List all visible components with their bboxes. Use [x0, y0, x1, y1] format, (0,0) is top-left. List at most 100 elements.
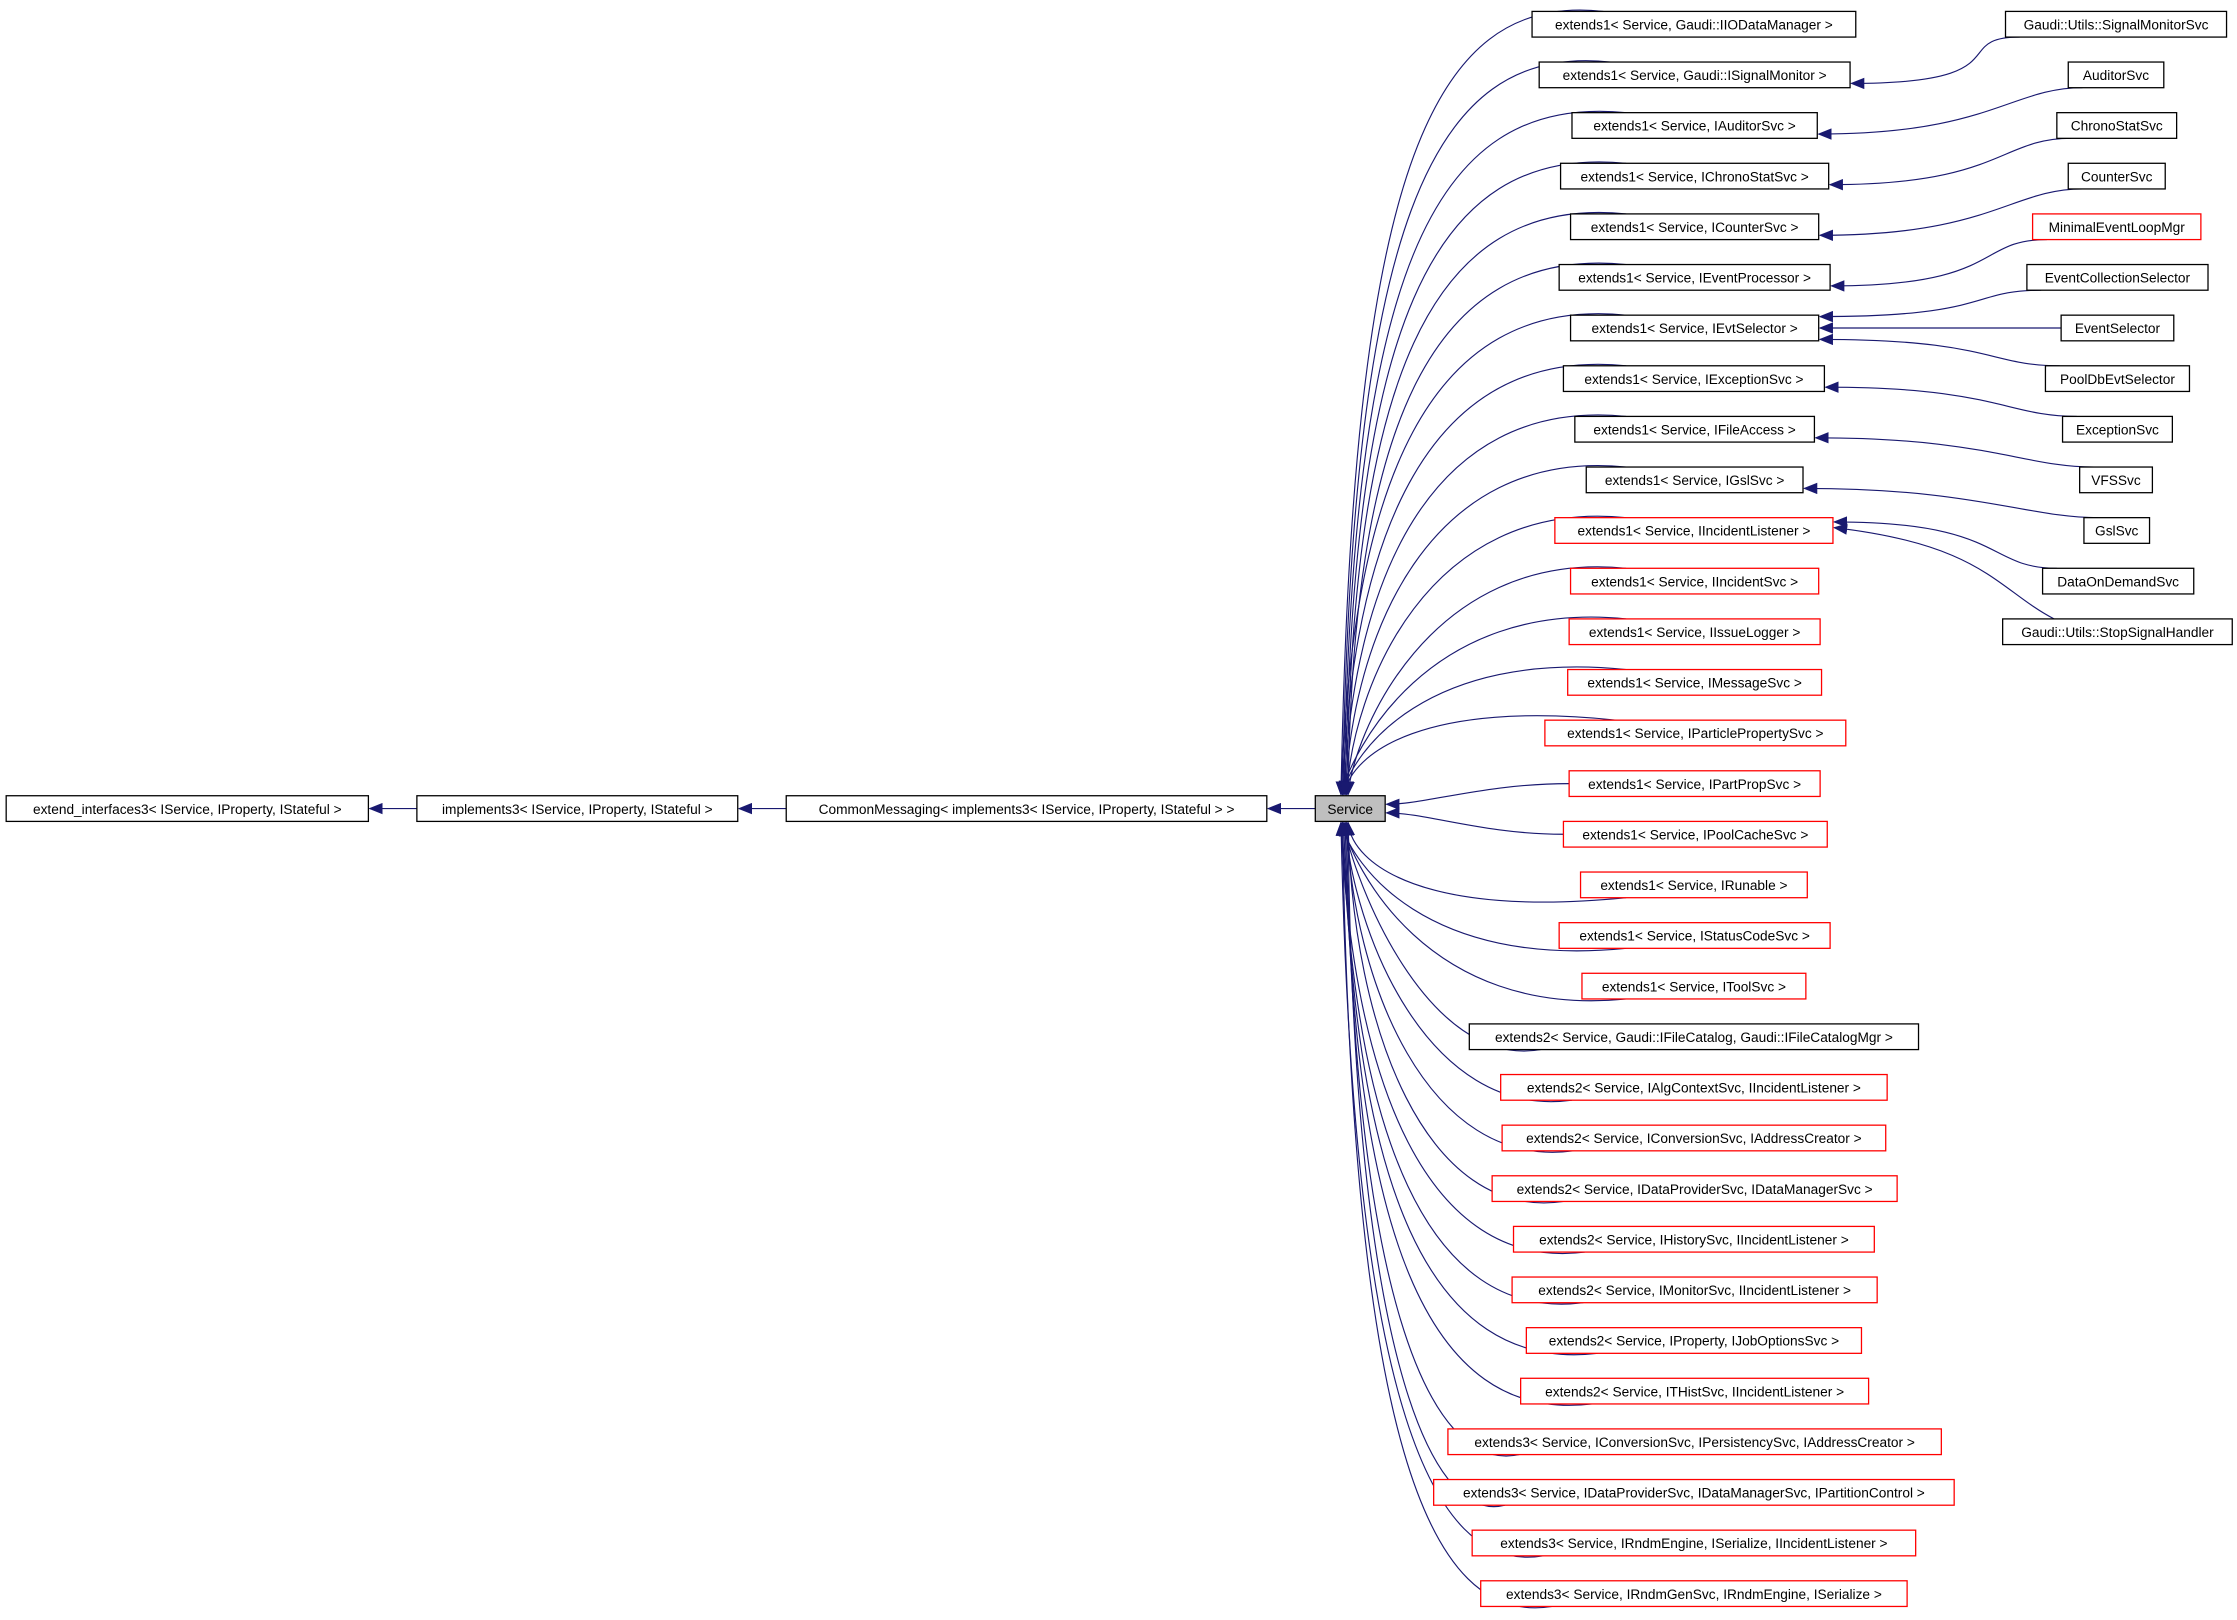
class-node-derived[interactable]: extends3< Service, IRndmGenSvc, IRndmEng… [1480, 1580, 1908, 1608]
node-label: MinimalEventLoopMgr [2049, 220, 2186, 235]
class-node-impl[interactable]: implements3< IService, IProperty, IState… [416, 795, 739, 823]
class-node-derived[interactable]: extends1< Service, IParticlePropertySvc … [1544, 719, 1847, 747]
class-node-derived[interactable]: extends2< Service, IAlgContextSvc, IInci… [1500, 1073, 1888, 1101]
class-node-derived[interactable]: extends2< Service, IConversionSvc, IAddr… [1501, 1124, 1887, 1152]
class-node-common[interactable]: CommonMessaging< implements3< IService, … [785, 795, 1268, 823]
edge-derived-to-service [1339, 666, 1627, 796]
class-node-derived[interactable]: extends2< Service, ITHistSvc, IIncidentL… [1520, 1377, 1870, 1405]
class-node-derived[interactable]: extends1< Service, Gaudi::ISignalMonitor… [1538, 61, 1851, 89]
class-node-derived[interactable]: extends1< Service, IAuditorSvc > [1571, 112, 1818, 139]
edge-derived-to-service [1338, 616, 1627, 796]
class-node-leaf[interactable]: AuditorSvc [2067, 61, 2165, 89]
class-node-derived[interactable]: extends3< Service, IConversionSvc, IPers… [1447, 1428, 1942, 1456]
class-node-leaf[interactable]: EventCollectionSelector [2026, 263, 2209, 291]
node-label: extends1< Service, IExceptionSvc > [1584, 372, 1803, 387]
class-node-derived[interactable]: extends1< Service, IIncidentListener > [1554, 517, 1834, 544]
class-node-derived[interactable]: extends2< Service, Gaudi::IFileCatalog, … [1468, 1023, 1920, 1051]
class-node-derived[interactable]: extends3< Service, IDataProviderSvc, IDa… [1433, 1478, 1955, 1506]
edge-leaf-to-base [1817, 87, 2083, 140]
node-box [1571, 112, 1818, 139]
node-label: Service [1327, 802, 1373, 817]
class-node-derived[interactable]: extends3< Service, IRndmEngine, ISeriali… [1471, 1529, 1917, 1557]
node-box [1585, 466, 1804, 494]
edge-derived-to-service [1340, 821, 1541, 1052]
class-node-derived[interactable]: extends1< Service, IPartPropSvc > [1568, 770, 1821, 798]
class-node-derived[interactable]: extends2< Service, IProperty, IJobOption… [1525, 1327, 1863, 1354]
class-node-extif[interactable]: extend_interfaces3< IService, IProperty,… [5, 795, 370, 823]
node-label: extends1< Service, Gaudi::IIODataManager… [1555, 17, 1833, 32]
class-node-derived[interactable]: extends2< Service, IDataProviderSvc, IDa… [1491, 1175, 1898, 1203]
class-node-derived[interactable]: extends1< Service, IChronoStatSvc > [1559, 162, 1830, 190]
class-node-derived[interactable]: extends1< Service, IMessageSvc > [1567, 668, 1823, 696]
class-node-leaf[interactable]: GslSvc [2083, 517, 2151, 544]
class-node-derived[interactable]: extends1< Service, IRunable > [1579, 871, 1808, 899]
class-node-leaf[interactable]: ChronoStatSvc [2056, 112, 2178, 139]
node-box [2060, 314, 2175, 342]
node-box [1525, 1327, 1863, 1354]
class-node-derived[interactable]: extends1< Service, IFileAccess > [1574, 415, 1816, 443]
class-node-leaf[interactable]: EventSelector [2060, 314, 2175, 342]
class-node-derived[interactable]: extends1< Service, IIssueLogger > [1568, 618, 1821, 646]
class-node-derived[interactable]: extends1< Service, IIncidentSvc > [1569, 567, 1820, 595]
node-box [2056, 112, 2178, 139]
node-label: Gaudi::Utils::SignalMonitorSvc [2024, 17, 2209, 32]
class-node-derived[interactable]: extends1< Service, Gaudi::IIODataManager… [1531, 10, 1857, 38]
node-label: extends1< Service, IPoolCacheSvc > [1582, 827, 1808, 842]
class-node-leaf[interactable]: VFSSvc [2079, 466, 2154, 494]
node-box [1558, 263, 1831, 291]
class-node-derived[interactable]: extends2< Service, IMonitorSvc, IInciden… [1511, 1276, 1878, 1304]
node-label: Gaudi::Utils::StopSignalHandler [2021, 625, 2214, 640]
node-label: extends2< Service, IHistorySvc, IInciden… [1539, 1232, 1849, 1247]
class-node-leaf[interactable]: MinimalEventLoopMgr [2031, 213, 2202, 241]
node-box [2026, 263, 2209, 291]
class-node-leaf[interactable]: PoolDbEvtSelector [2044, 365, 2191, 393]
node-box [1558, 922, 1831, 949]
node-box [1568, 770, 1821, 798]
edge-derived-to-service [1338, 110, 1627, 796]
node-label: PoolDbEvtSelector [2060, 372, 2175, 387]
class-node-derived[interactable]: extends1< Service, IPoolCacheSvc > [1562, 820, 1828, 848]
service-node[interactable]: Service [1314, 795, 1386, 823]
class-node-derived[interactable]: extends1< Service, IGslSvc > [1585, 466, 1804, 494]
class-node-derived[interactable]: extends1< Service, IExceptionSvc > [1562, 365, 1826, 393]
node-label: extends1< Service, IToolSvc > [1602, 979, 1786, 994]
node-label: extends1< Service, ICounterSvc > [1591, 220, 1799, 235]
node-box [2079, 466, 2154, 494]
node-label: extends2< Service, IConversionSvc, IAddr… [1526, 1131, 1862, 1146]
edge-derived-to-service [1340, 465, 1627, 796]
node-box [2002, 618, 2233, 646]
node-label: extends2< Service, IAlgContextSvc, IInci… [1527, 1081, 1861, 1096]
class-node-derived[interactable]: extends1< Service, IEvtSelector > [1569, 314, 1820, 342]
node-label: extends1< Service, IPartPropSvc > [1588, 777, 1801, 792]
node-box [2061, 415, 2173, 443]
node-box [1554, 517, 1834, 544]
node-box [1520, 1377, 1870, 1405]
node-label: CounterSvc [2081, 169, 2153, 184]
class-node-leaf[interactable]: Gaudi::Utils::SignalMonitorSvc [2004, 10, 2228, 38]
node-label: extends1< Service, IGslSvc > [1605, 473, 1785, 488]
edge-leaf-to-base [1828, 137, 2072, 191]
node-label: CommonMessaging< implements3< IService, … [819, 802, 1235, 817]
node-box [2067, 61, 2165, 89]
class-node-derived[interactable]: extends1< Service, IToolSvc > [1581, 972, 1807, 1000]
node-label: AuditorSvc [2083, 68, 2149, 83]
class-node-derived[interactable]: extends2< Service, IHistorySvc, IInciden… [1512, 1225, 1875, 1253]
nodes: Service CommonMessaging< implements3< ISe… [5, 10, 2233, 1608]
class-node-derived[interactable]: extends1< Service, IStatusCodeSvc > [1558, 922, 1831, 949]
node-label: extends1< Service, IIssueLogger > [1589, 625, 1801, 640]
edge-derived-to-service [1338, 414, 1627, 796]
node-label: ChronoStatSvc [2071, 119, 2163, 134]
node-box [1531, 10, 1857, 38]
class-node-leaf[interactable]: DataOnDemandSvc [2041, 567, 2195, 595]
class-node-derived[interactable]: extends1< Service, IEventProcessor > [1558, 263, 1831, 291]
class-node-leaf[interactable]: CounterSvc [2067, 162, 2166, 190]
class-node-leaf[interactable]: ExceptionSvc [2061, 415, 2173, 443]
edge-derived-to-service [1385, 807, 1564, 835]
node-label: extends2< Service, IDataProviderSvc, IDa… [1517, 1182, 1873, 1197]
node-box [1568, 618, 1821, 646]
class-node-derived[interactable]: extends1< Service, ICounterSvc > [1569, 213, 1820, 241]
edge-leaf-to-base [1832, 516, 2057, 569]
node-label: extends1< Service, IMessageSvc > [1587, 676, 1802, 691]
node-box [5, 795, 370, 823]
class-node-leaf[interactable]: Gaudi::Utils::StopSignalHandler [2002, 618, 2233, 646]
